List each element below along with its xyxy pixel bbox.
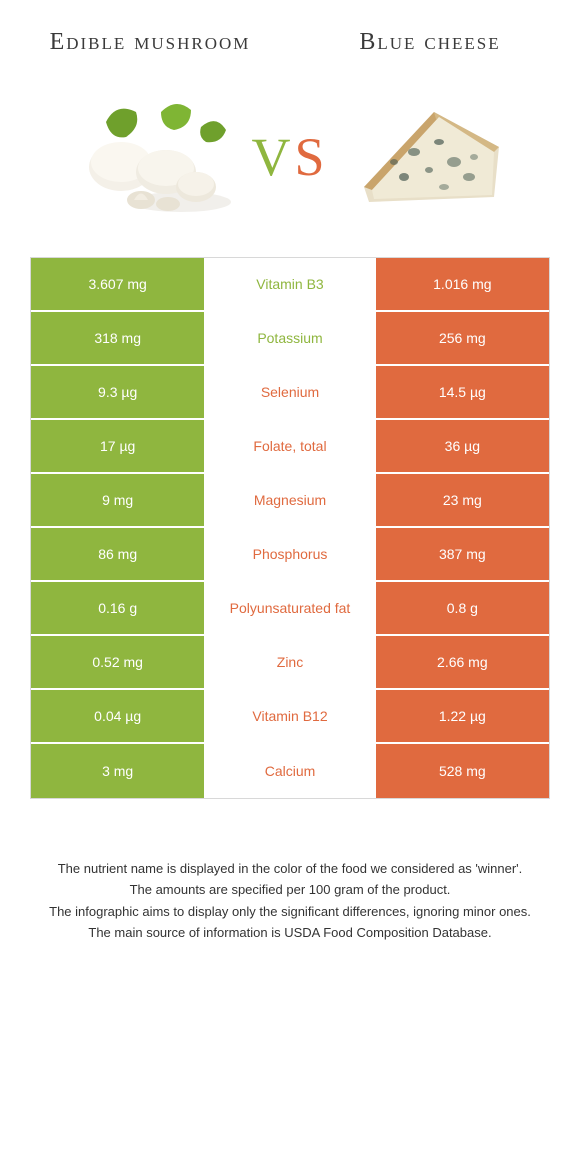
right-value: 36 µg [376,420,549,474]
right-value: 14.5 µg [376,366,549,420]
table-row: 9.3 µgSelenium14.5 µg [31,366,549,420]
left-value: 0.52 mg [31,636,204,690]
nutrient-name: Vitamin B3 [204,258,375,312]
table-row: 3.607 mgVitamin B31.016 mg [31,258,549,312]
footnote-line: The infographic aims to display only the… [40,902,540,922]
nutrient-name: Polyunsaturated fat [204,582,375,636]
right-value: 1.22 µg [376,690,549,744]
header-left: Edible mushroom [40,28,260,57]
left-value: 3.607 mg [31,258,204,312]
table-row: 0.52 mgZinc2.66 mg [31,636,549,690]
nutrient-name: Zinc [204,636,375,690]
nutrient-name: Potassium [204,312,375,366]
right-value: 387 mg [376,528,549,582]
nutrient-name: Folate, total [204,420,375,474]
footnote-line: The amounts are specified per 100 gram o… [40,880,540,900]
right-value: 0.8 g [376,582,549,636]
left-value: 9.3 µg [31,366,204,420]
table-row: 9 mgMagnesium23 mg [31,474,549,528]
vs-label: VS [251,126,328,188]
nutrient-name: Magnesium [204,474,375,528]
vs-s: S [294,127,328,187]
footnote-line: The main source of information is USDA F… [40,923,540,943]
table-row: 3 mgCalcium528 mg [31,744,549,798]
cheese-image [339,87,519,227]
left-value: 0.04 µg [31,690,204,744]
left-value: 9 mg [31,474,204,528]
vs-v: V [251,127,294,187]
left-value: 3 mg [31,744,204,798]
left-value: 17 µg [31,420,204,474]
table-row: 86 mgPhosphorus387 mg [31,528,549,582]
mushroom-image [61,87,241,227]
right-food-title: Blue cheese [359,28,500,57]
mushroom-icon [66,92,236,222]
left-value: 86 mg [31,528,204,582]
table-row: 0.16 gPolyunsaturated fat0.8 g [31,582,549,636]
footnotes: The nutrient name is displayed in the co… [40,859,540,945]
nutrient-name: Phosphorus [204,528,375,582]
right-value: 528 mg [376,744,549,798]
right-value: 23 mg [376,474,549,528]
left-food-title: Edible mushroom [40,28,260,57]
nutrient-name: Selenium [204,366,375,420]
right-value: 256 mg [376,312,549,366]
header: Edible mushroom Blue cheese [0,0,580,67]
cheese-icon [344,92,514,222]
left-value: 318 mg [31,312,204,366]
table-row: 0.04 µgVitamin B121.22 µg [31,690,549,744]
left-value: 0.16 g [31,582,204,636]
header-right: Blue cheese [320,28,540,57]
right-value: 2.66 mg [376,636,549,690]
nutrient-name: Calcium [204,744,375,798]
comparison-table: 3.607 mgVitamin B31.016 mg318 mgPotassiu… [30,257,550,799]
images-row: VS [0,67,580,257]
footnote-line: The nutrient name is displayed in the co… [40,859,540,879]
table-row: 318 mgPotassium256 mg [31,312,549,366]
right-value: 1.016 mg [376,258,549,312]
nutrient-name: Vitamin B12 [204,690,375,744]
table-row: 17 µgFolate, total36 µg [31,420,549,474]
